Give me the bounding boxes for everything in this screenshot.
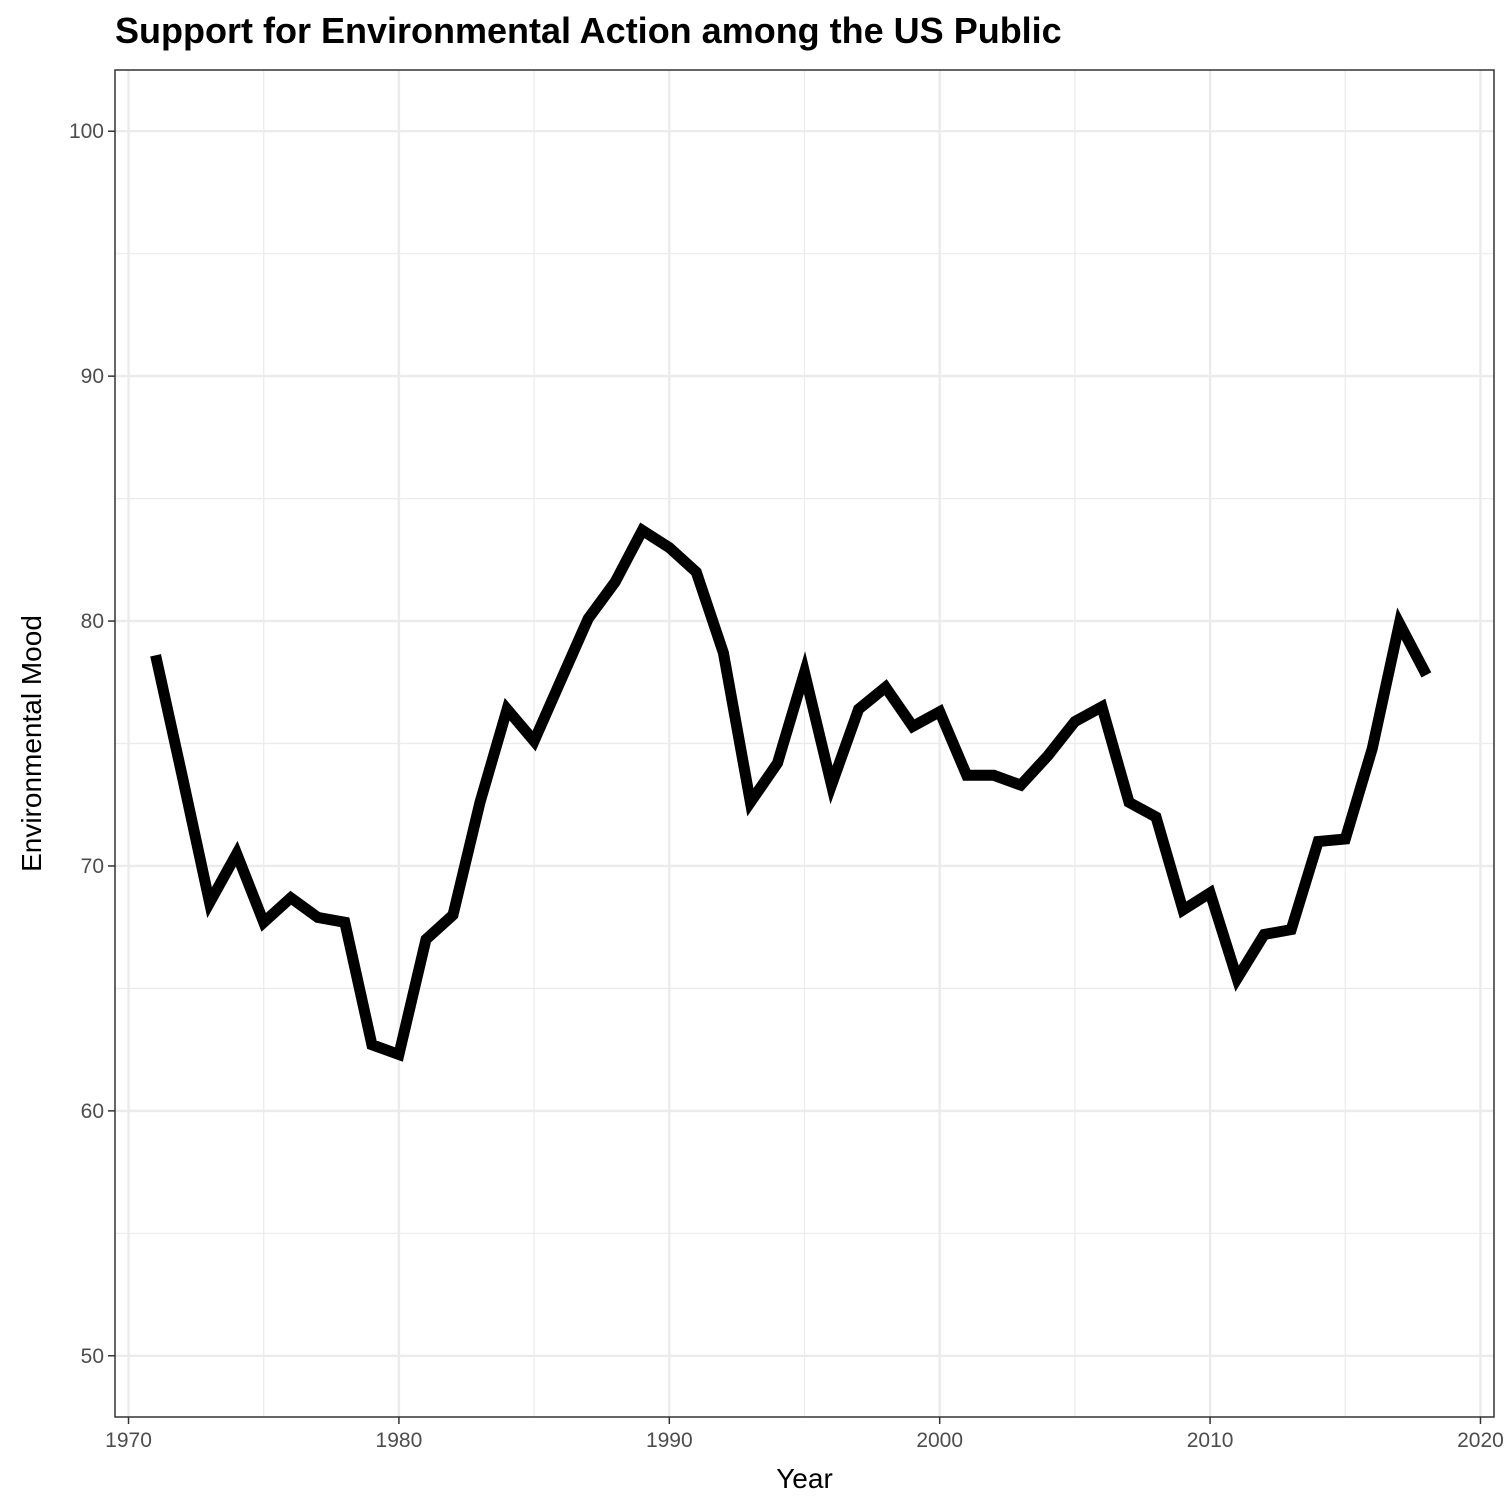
plot-border (114, 69, 1495, 1418)
series-line-environmental-mood (150, 522, 1432, 1062)
x-tick-label: 1990 (646, 1429, 693, 1452)
x-axis-title: Year (776, 1463, 833, 1494)
x-tick-label: 2000 (916, 1429, 963, 1452)
y-tick-label: 90 (81, 365, 104, 388)
chart-title: Support for Environmental Action among t… (115, 10, 1062, 51)
y-axis: 50 60 70 80 90 100 (69, 120, 115, 1368)
x-tick-label: 2020 (1457, 1429, 1504, 1452)
y-tick-label: 80 (81, 610, 104, 633)
y-tick-label: 60 (81, 1100, 104, 1123)
minor-grid (115, 70, 1494, 1417)
y-tick-label: 50 (81, 1345, 104, 1368)
x-tick-label: 2010 (1187, 1429, 1234, 1452)
x-axis: 1970 1980 1990 2000 2010 2020 (105, 1417, 1504, 1452)
y-tick-label: 70 (81, 855, 104, 878)
major-grid (115, 70, 1494, 1417)
x-tick-label: 1980 (376, 1429, 423, 1452)
y-axis-title: Environmental Mood (16, 615, 47, 872)
y-tick-label: 100 (69, 120, 104, 143)
x-tick-label: 1970 (105, 1429, 152, 1452)
